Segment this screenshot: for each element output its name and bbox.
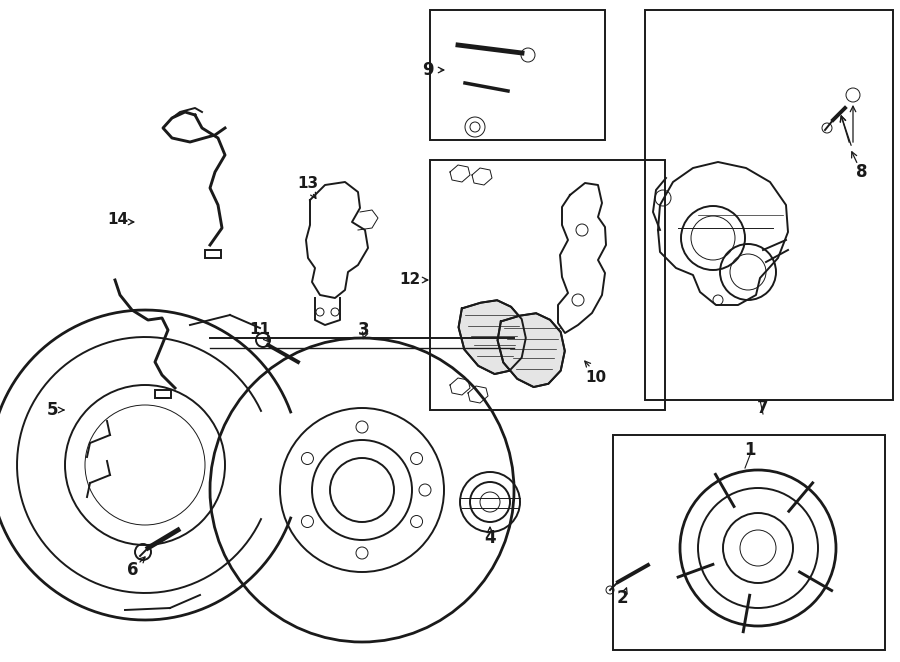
Text: 8: 8 bbox=[856, 163, 868, 181]
Bar bbox=[613, 435, 885, 650]
Bar bbox=[645, 10, 893, 400]
Text: 14: 14 bbox=[107, 213, 129, 228]
Bar bbox=[430, 160, 665, 410]
Bar bbox=[155, 390, 171, 398]
Polygon shape bbox=[459, 301, 526, 374]
Text: 13: 13 bbox=[297, 175, 319, 191]
Text: 7: 7 bbox=[757, 399, 769, 417]
Text: 2: 2 bbox=[616, 589, 628, 607]
Bar bbox=[430, 10, 605, 140]
Text: 11: 11 bbox=[249, 322, 271, 338]
Text: 12: 12 bbox=[400, 273, 420, 287]
Text: 1: 1 bbox=[744, 441, 756, 459]
Text: 3: 3 bbox=[358, 321, 370, 339]
Text: 4: 4 bbox=[484, 529, 496, 547]
Text: 5: 5 bbox=[46, 401, 58, 419]
Text: 10: 10 bbox=[585, 371, 607, 385]
Text: 9: 9 bbox=[422, 61, 434, 79]
Polygon shape bbox=[498, 313, 565, 387]
Bar bbox=[205, 250, 221, 258]
Text: 6: 6 bbox=[127, 561, 139, 579]
